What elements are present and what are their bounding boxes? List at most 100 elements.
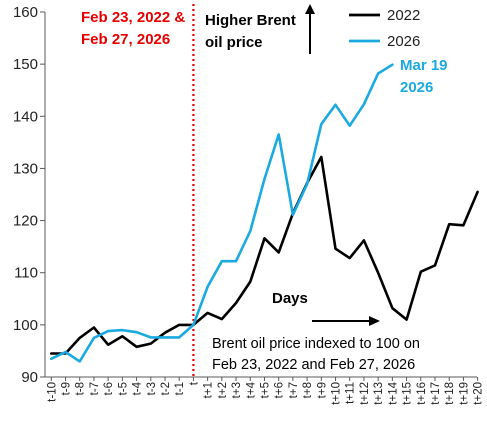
up-arrow-head xyxy=(305,4,315,14)
series-line-2022 xyxy=(49,155,479,355)
data-point-2026 xyxy=(135,331,137,333)
higher-price-label: Higher Brent oil price xyxy=(205,12,296,51)
x-tick-label: t+1 xyxy=(203,382,215,398)
legend: 2022 2026 xyxy=(349,7,420,50)
data-point-2026 xyxy=(249,230,251,232)
y-tick-label: 90 xyxy=(21,369,38,386)
data-point-2022 xyxy=(448,223,450,225)
data-point-2026 xyxy=(178,336,180,338)
x-tick-label: t+16 xyxy=(416,382,428,405)
x-tick-label: t-4 xyxy=(132,381,144,395)
data-point-2022 xyxy=(135,346,137,348)
x-tick-label: t+13 xyxy=(373,382,385,405)
data-point-2026 xyxy=(107,330,109,332)
x-tick-label: t+5 xyxy=(259,382,271,398)
index-note-line: Brent oil price indexed to 100 on xyxy=(212,336,420,352)
event-label-line: Feb 27, 2026 xyxy=(81,31,170,48)
data-point-2026 xyxy=(206,286,208,288)
data-point-2026 xyxy=(263,178,265,180)
right-arrow-head xyxy=(369,316,380,326)
x-tick-label: t+18 xyxy=(444,382,456,405)
data-point-2026 xyxy=(235,260,237,262)
data-point-2022 xyxy=(164,332,166,334)
event-label: Feb 23, 2022 & Feb 27, 2026 xyxy=(81,9,185,48)
data-point-2026 xyxy=(292,214,294,216)
x-tick-label: t+2 xyxy=(217,382,229,398)
x-tick-label: t xyxy=(188,381,200,385)
x-tick-label: t+11 xyxy=(345,382,357,404)
data-point-2022 xyxy=(178,324,180,326)
legend-label-2026: 2026 xyxy=(387,33,420,50)
index-note-line: Feb 23, 2022 and Feb 27, 2026 xyxy=(212,357,415,373)
data-point-2022 xyxy=(263,237,265,239)
legend-label-2022: 2022 xyxy=(387,7,420,24)
data-point-2026 xyxy=(221,260,223,262)
x-tick-label: t-5 xyxy=(117,382,129,395)
data-point-2022 xyxy=(320,156,322,158)
x-tick-label: t+8 xyxy=(302,382,314,398)
series-layer xyxy=(49,63,479,363)
x-tick-label: t+6 xyxy=(274,382,286,398)
data-point-2026 xyxy=(93,337,95,339)
data-point-2022 xyxy=(206,312,208,314)
data-point-2026 xyxy=(278,133,280,135)
x-tick-label: t-1 xyxy=(174,382,186,395)
data-point-2022 xyxy=(50,352,52,354)
x-tick-label: t+3 xyxy=(231,382,243,398)
x-tick-label: t+19 xyxy=(458,382,470,405)
data-point-2026 xyxy=(64,351,66,353)
data-point-2026 xyxy=(192,324,194,326)
y-tick-label: 120 xyxy=(13,213,38,230)
x-tick-label: t+20 xyxy=(473,382,485,405)
x-tick-label: t-8 xyxy=(75,382,87,395)
data-point-2022 xyxy=(249,280,251,282)
event-label-line: Feb 23, 2022 & xyxy=(81,9,185,26)
y-tick-label: 130 xyxy=(13,160,38,177)
x-tick-label: t+15 xyxy=(402,382,414,405)
data-point-2022 xyxy=(121,335,123,337)
last-point-label-line: Mar 19 xyxy=(400,57,448,74)
annotation-layer: Feb 23, 2022 & Feb 27, 2026 Higher Brent oi… xyxy=(81,4,448,373)
data-point-2022 xyxy=(221,318,223,320)
x-tick-label: t+17 xyxy=(430,382,442,405)
y-tick-label: 100 xyxy=(13,317,38,334)
x-tick-label: t+14 xyxy=(387,381,399,404)
data-point-2022 xyxy=(405,318,407,320)
data-point-2022 xyxy=(107,344,109,346)
data-point-2022 xyxy=(278,251,280,253)
y-tick-label: 160 xyxy=(13,4,38,21)
last-point-label-line: 2026 xyxy=(400,79,433,96)
x-tick-label: t-3 xyxy=(146,382,158,395)
data-point-2022 xyxy=(462,224,464,226)
data-point-2026 xyxy=(320,123,322,125)
last-point-label: Mar 19 2026 xyxy=(400,57,448,96)
higher-price-label-line: oil price xyxy=(205,34,263,51)
data-point-2022 xyxy=(334,248,336,250)
data-point-2026 xyxy=(121,329,123,331)
y-tick-label: 150 xyxy=(13,56,38,73)
x-tick-label: t+10 xyxy=(331,382,343,405)
x-tick-label: t+7 xyxy=(288,382,300,398)
data-point-2026 xyxy=(164,336,166,338)
x-tick-label: t+12 xyxy=(359,382,371,405)
data-point-2026 xyxy=(306,183,308,185)
x-tick-label: t-7 xyxy=(89,382,101,395)
data-point-2022 xyxy=(434,264,436,266)
data-point-2026 xyxy=(391,63,393,65)
data-point-2022 xyxy=(150,342,152,344)
x-tick-label: t-10 xyxy=(46,382,58,402)
y-tick-label: 140 xyxy=(13,108,38,125)
data-point-2026 xyxy=(363,103,365,105)
x-tick-label: t-6 xyxy=(103,382,115,395)
data-point-2022 xyxy=(476,191,478,193)
series-line-2026 xyxy=(49,63,394,363)
data-point-2022 xyxy=(420,271,422,273)
data-point-2022 xyxy=(93,326,95,328)
index-note: Brent oil price indexed to 100 on Feb 23,… xyxy=(212,336,420,373)
x-tick-label: t+9 xyxy=(316,382,328,398)
data-point-2022 xyxy=(235,302,237,304)
data-point-2022 xyxy=(349,257,351,259)
